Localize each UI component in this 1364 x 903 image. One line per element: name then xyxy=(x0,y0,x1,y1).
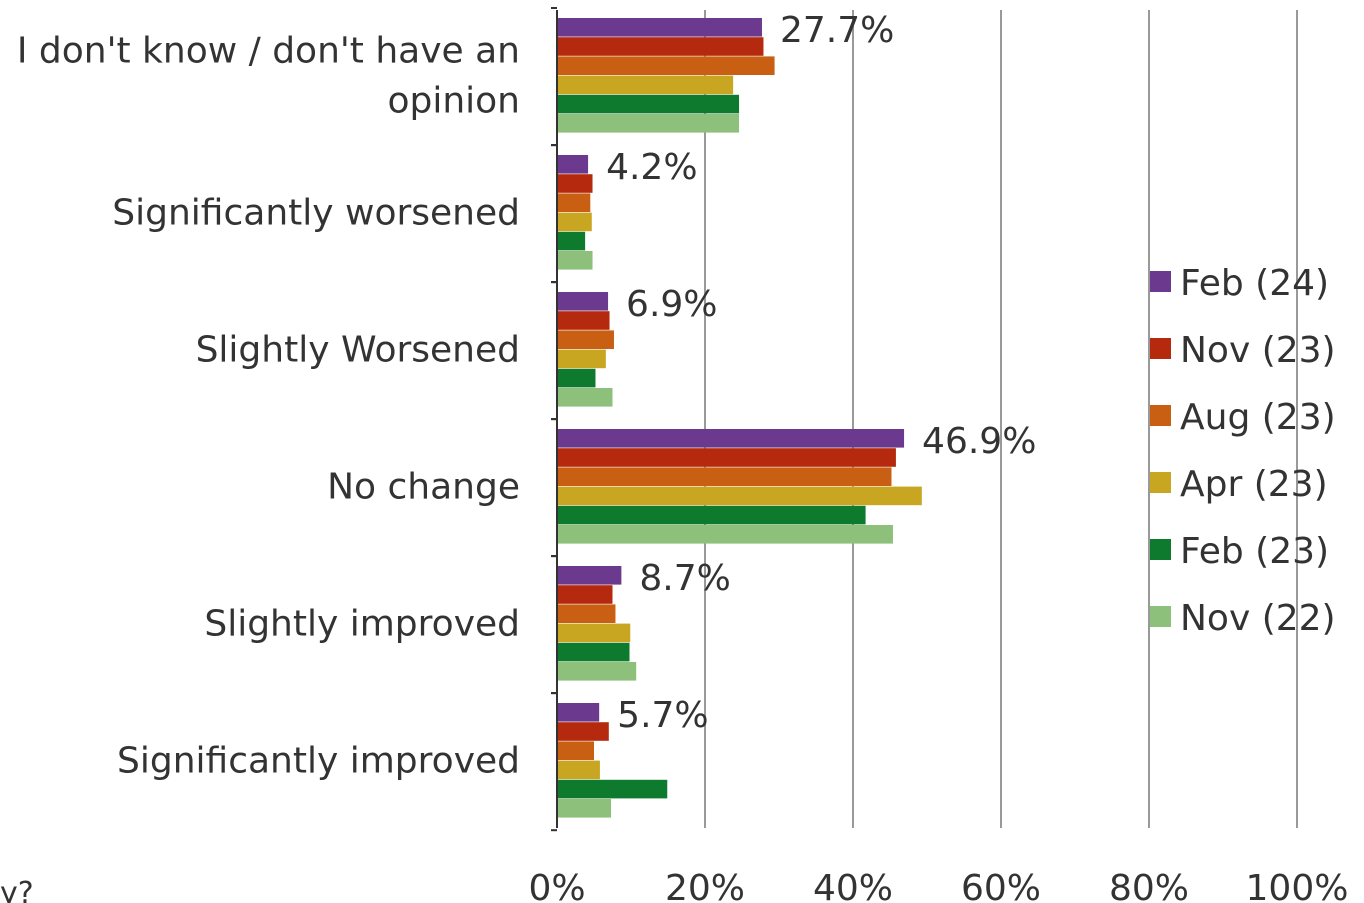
legend-swatch xyxy=(1150,405,1171,426)
bar xyxy=(557,37,764,56)
y-axis xyxy=(551,7,558,832)
legend-label: Nov (23) xyxy=(1180,330,1336,371)
data-labels: 27.7% 4.2% 6.9% 46.9% 8.7% 5.7% xyxy=(606,10,1036,736)
bar xyxy=(557,779,668,799)
legend-label: Feb (23) xyxy=(1180,531,1329,572)
category-label: Slightly Worsened xyxy=(196,330,520,371)
bar xyxy=(557,703,600,722)
cropped-text: y? xyxy=(0,876,34,903)
bar xyxy=(557,311,610,330)
x-tick-label: 60% xyxy=(961,868,1041,903)
bar xyxy=(557,388,613,407)
x-tick-labels: 0% 20% 40% 60% 80% 100% xyxy=(528,868,1348,903)
legend-swatch xyxy=(1150,606,1171,627)
legend-label: Nov (22) xyxy=(1180,598,1336,639)
bar xyxy=(557,155,589,174)
data-label: 6.9% xyxy=(626,284,717,325)
legend-swatch xyxy=(1150,539,1171,560)
bar xyxy=(557,349,606,369)
x-tick-label: 40% xyxy=(813,868,893,903)
data-label: 5.7% xyxy=(617,695,708,736)
bar xyxy=(557,56,775,75)
data-label: 8.7% xyxy=(639,558,730,599)
data-label: 27.7% xyxy=(780,10,894,51)
bar xyxy=(557,760,600,780)
bar xyxy=(557,486,922,506)
category-label: Significantly worsened xyxy=(112,193,520,234)
bar xyxy=(557,251,593,270)
category-label: I don't know / don't have an xyxy=(17,31,520,72)
x-tick-label: 0% xyxy=(528,868,585,903)
bar xyxy=(557,525,893,544)
legend: Feb (24) Nov (23) Aug (23) Apr (23) Feb (23)… xyxy=(1150,263,1336,639)
bar xyxy=(557,114,740,133)
x-tick-label: 100% xyxy=(1246,868,1349,903)
bar xyxy=(557,18,762,37)
data-label: 46.9% xyxy=(922,421,1036,462)
gridlines xyxy=(704,10,1298,828)
bar xyxy=(557,75,734,95)
legend-label: Feb (24) xyxy=(1180,263,1329,304)
bar xyxy=(557,722,609,741)
x-tick-label: 80% xyxy=(1109,868,1189,903)
bar xyxy=(557,642,630,662)
category-label: Slightly improved xyxy=(204,604,520,645)
bar xyxy=(557,292,609,311)
bar xyxy=(557,448,896,467)
bar xyxy=(557,623,631,643)
bar xyxy=(557,212,592,232)
category-label: No change xyxy=(327,467,520,508)
bar xyxy=(557,174,593,193)
bar xyxy=(557,94,740,114)
bar xyxy=(557,585,613,604)
legend-swatch xyxy=(1150,472,1171,493)
legend-label: Aug (23) xyxy=(1180,397,1336,438)
category-label: Significantly improved xyxy=(117,741,520,782)
legend-swatch xyxy=(1150,271,1171,292)
category-label: opinion xyxy=(387,81,520,122)
bar xyxy=(557,662,637,681)
bar xyxy=(557,368,596,388)
bar xyxy=(557,505,866,525)
bar xyxy=(557,330,614,349)
bar xyxy=(557,429,905,448)
bar xyxy=(557,467,892,486)
category-labels: I don't know / don't have an opinion Signi… xyxy=(17,31,520,782)
x-tick-label: 20% xyxy=(665,868,745,903)
legend-label: Apr (23) xyxy=(1180,464,1328,505)
data-label: 4.2% xyxy=(606,147,697,188)
bar xyxy=(557,231,586,251)
bar xyxy=(557,741,594,760)
bars xyxy=(557,18,922,818)
bar xyxy=(557,193,591,212)
bar xyxy=(557,604,616,623)
bar xyxy=(557,799,612,818)
bar xyxy=(557,566,622,585)
legend-swatch xyxy=(1150,338,1171,359)
